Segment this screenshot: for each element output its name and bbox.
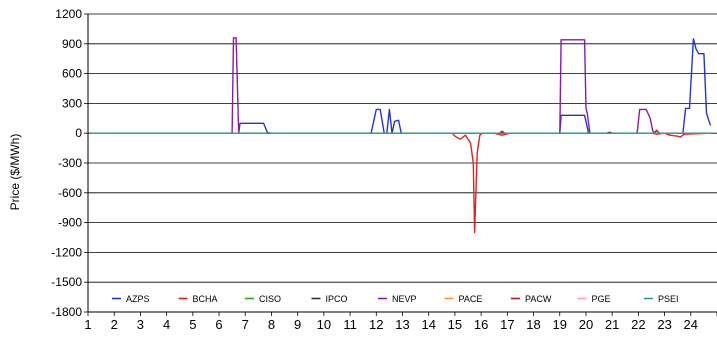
y-axis-label: Price ($/MWh)	[8, 134, 22, 211]
x-tick-label: 8	[268, 317, 275, 332]
x-tick-label: 21	[605, 317, 619, 332]
x-tick-label: 19	[553, 317, 567, 332]
legend-label: PACE	[459, 294, 483, 304]
x-tick-label: 12	[369, 317, 383, 332]
series-line-bcha	[88, 132, 711, 234]
legend-label: PGE	[592, 294, 611, 304]
legend-label: IPCO	[326, 294, 348, 304]
y-tick-label: 600	[62, 67, 82, 81]
legend-label: BCHA	[193, 294, 218, 304]
grid-lines	[88, 13, 717, 313]
x-tick-label: 22	[631, 317, 645, 332]
legend-label: NEVP	[392, 294, 417, 304]
y-tick-label: -900	[58, 216, 82, 230]
legend-label: PSEI	[658, 294, 679, 304]
legend-label: CISO	[259, 294, 281, 304]
y-tick-label: -1500	[51, 275, 82, 289]
y-tick-label: 1200	[55, 7, 82, 21]
x-tick-label: 23	[657, 317, 671, 332]
x-tick-label: 1	[84, 317, 91, 332]
y-tick-label: -1800	[51, 305, 82, 319]
y-tick-label: -300	[58, 156, 82, 170]
axes: -1800-1500-1200-900-600-3000300600900120…	[51, 7, 717, 332]
x-tick-label: 7	[242, 317, 249, 332]
series-line-nevp	[88, 37, 711, 134]
x-tick-label: 11	[343, 317, 357, 332]
x-tick-label: 9	[294, 317, 301, 332]
legend-box	[102, 290, 706, 307]
x-tick-label: 14	[421, 317, 435, 332]
x-tick-label: 10	[317, 317, 331, 332]
x-tick-label: 4	[163, 317, 170, 332]
x-tick-label: 17	[500, 317, 514, 332]
legend: AZPS BCHA CISO IPCO NEVP PACE PACW PGE PSEI	[102, 290, 706, 307]
x-tick-label: 20	[579, 317, 593, 332]
x-tick-label: 15	[448, 317, 462, 332]
x-tick-label: 16	[474, 317, 488, 332]
y-tick-label: -1200	[51, 245, 82, 259]
x-tick-label: 2	[111, 317, 118, 332]
x-tick-label: 24	[684, 317, 698, 332]
legend-label: PACW	[525, 294, 552, 304]
y-tick-label: 0	[75, 126, 82, 140]
x-tick-label: 13	[395, 317, 409, 332]
series-line-azps	[88, 38, 712, 134]
series-line-pacw	[88, 129, 711, 134]
series-lines	[88, 37, 712, 234]
y-tick-label: 900	[62, 37, 82, 51]
y-tick-label: 300	[62, 96, 82, 110]
y-tick-label: -600	[58, 186, 82, 200]
x-tick-label: 18	[526, 317, 540, 332]
x-tick-label: 5	[189, 317, 196, 332]
x-tick-label: 6	[215, 317, 222, 332]
legend-label: AZPS	[126, 294, 150, 304]
x-tick-label: 3	[137, 317, 144, 332]
